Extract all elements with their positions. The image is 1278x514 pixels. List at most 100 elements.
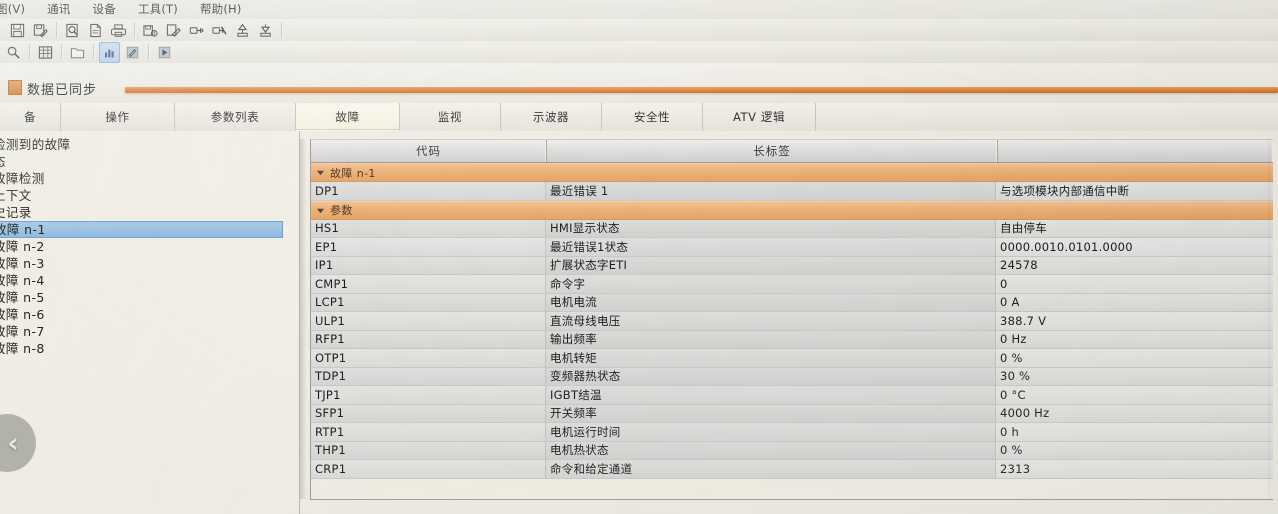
cell-value: 与选项模块内部通信中断 — [996, 182, 1273, 201]
toolbar-separator — [281, 22, 282, 38]
toolbar-primary — [0, 19, 1278, 42]
grid-body: 故障 n-1 DP1 最近错误 1 与选项模块内部通信中断 参数 — [311, 163, 1273, 499]
cell-value: 0 h — [996, 423, 1273, 442]
table-row[interactable]: DP1 最近错误 1 与选项模块内部通信中断 — [311, 182, 1273, 201]
table-row[interactable]: TJP1 IGBT结温 0 °C — [311, 386, 1273, 405]
table-row[interactable]: TDP1 变频器热状态 30 % — [311, 367, 1273, 386]
cell-code: IP1 — [311, 256, 546, 275]
sidebar-item-context[interactable]: 上下文 — [0, 188, 32, 203]
sidebar-item-fault-n4[interactable]: 故障 n-4 — [0, 273, 45, 288]
toolbar-separator — [61, 44, 62, 60]
sidebar-item-fault-n7[interactable]: 故障 n-7 — [0, 324, 45, 339]
cell-value: 0 Hz — [996, 330, 1273, 349]
tab-operation[interactable]: 操作 — [61, 103, 175, 131]
column-header-long-label[interactable]: 长标签 — [547, 140, 998, 162]
table-row[interactable]: CRP1 命令和给定通道 2313 — [311, 460, 1273, 479]
sidebar-item-fault-n2[interactable]: 故障 n-2 — [0, 239, 45, 254]
menu-bar: 图(V) 通讯 设备 工具(T) 帮助(H) — [0, 0, 1278, 19]
cell-value: 自由停车 — [996, 219, 1273, 238]
table-row[interactable]: LCP1 电机电流 0 A — [311, 293, 1273, 312]
cell-long-label: 最近错误 1 — [546, 182, 996, 201]
sync-status-label: 数据已同步 — [27, 83, 98, 98]
cell-long-label: 电机运行时间 — [546, 423, 996, 442]
table-row[interactable]: HS1 HMI显示状态 自由停车 — [311, 219, 1273, 238]
menu-view[interactable]: 图(V) — [0, 2, 26, 16]
tab-parameter-list[interactable]: 参数列表 — [175, 103, 296, 131]
sidebar-item-fault-n1[interactable]: 故障 n-1 — [0, 221, 283, 238]
cell-code: SFP1 — [311, 404, 546, 423]
toolbar-separator — [56, 22, 57, 38]
edit-icon[interactable] — [122, 42, 143, 63]
document-icon[interactable] — [85, 20, 106, 41]
tab-monitor[interactable]: 监视 — [400, 103, 501, 131]
sidebar-item-fault-n3[interactable]: 故障 n-3 — [0, 256, 45, 271]
cell-long-label: 电机电流 — [546, 293, 996, 312]
menu-device[interactable]: 设备 — [92, 2, 116, 16]
cell-long-label: 开关频率 — [546, 404, 996, 423]
store-config-icon[interactable] — [140, 20, 161, 41]
menu-communication[interactable]: 通讯 — [47, 2, 71, 16]
folder-icon[interactable] — [67, 42, 88, 63]
print-icon[interactable] — [108, 20, 129, 41]
tab-safety[interactable]: 安全性 — [602, 103, 703, 131]
table-row[interactable]: IP1 扩展状态字ETI 24578 — [311, 256, 1273, 275]
tab-fault[interactable]: 故障 — [296, 103, 400, 131]
transfer-icon[interactable] — [163, 20, 184, 41]
tab-device[interactable]: 备 — [0, 103, 61, 131]
chart-blue-icon[interactable] — [99, 41, 120, 63]
grid-icon[interactable] — [35, 42, 56, 63]
cell-value: 0 % — [996, 349, 1273, 368]
back-button[interactable]: ‹ — [0, 414, 36, 472]
print-preview-icon[interactable] — [62, 20, 83, 41]
sidebar-item-fault-detection[interactable]: 故障检测 — [0, 171, 45, 186]
cell-code: HS1 — [311, 219, 546, 238]
table-row[interactable]: RTP1 电机运行时间 0 h — [311, 423, 1273, 442]
fault-parameter-grid: 代码 长标签 故障 n-1 DP1 最近错误 1 — [310, 139, 1273, 500]
collapse-triangle-icon[interactable] — [315, 205, 326, 216]
download-icon[interactable] — [255, 20, 276, 41]
save-as-icon[interactable] — [30, 20, 51, 41]
column-header-code[interactable]: 代码 — [311, 140, 547, 162]
toolbar-secondary — [0, 41, 1278, 64]
group-row-parameters[interactable]: 参数 — [311, 200, 1273, 220]
run-icon[interactable] — [154, 42, 175, 63]
column-header-value[interactable] — [998, 140, 1273, 162]
menu-tools[interactable]: 工具(T) — [137, 2, 178, 16]
cell-code: RFP1 — [311, 330, 546, 349]
upload-icon[interactable] — [232, 20, 253, 41]
save-icon[interactable] — [7, 20, 28, 41]
sidebar-item-status[interactable]: 态 — [0, 153, 289, 170]
table-row[interactable]: ULP1 直流母线电压 388.7 V — [311, 312, 1273, 331]
disconnect-icon[interactable] — [209, 20, 230, 41]
zoom-icon[interactable] — [3, 42, 24, 63]
cell-value: 0 °C — [996, 386, 1273, 405]
sidebar-item-fault-n8[interactable]: 故障 n-8 — [0, 341, 45, 356]
tab-atv-logic[interactable]: ATV 逻辑 — [703, 103, 816, 131]
table-row[interactable]: SFP1 开关频率 4000 Hz — [311, 404, 1273, 423]
tab-oscilloscope[interactable]: 示波器 — [501, 103, 602, 131]
collapse-triangle-icon[interactable] — [315, 167, 326, 178]
group-row-fault-n1[interactable]: 故障 n-1 — [311, 163, 1273, 182]
cell-long-label: HMI显示状态 — [546, 219, 996, 238]
sidebar-item-fault-n6[interactable]: 故障 n-6 — [0, 307, 45, 322]
table-row[interactable]: OTP1 电机转矩 0 % — [311, 349, 1273, 368]
sidebar-item-fault-n5[interactable]: 故障 n-5 — [0, 290, 45, 305]
table-row[interactable]: THP1 电机热状态 0 % — [311, 441, 1273, 460]
menu-help[interactable]: 帮助(H) — [199, 2, 242, 16]
fault-tree: 检测到的故障 态 故障检测 上下文 史记录 故障 n-1 故障 n-2 故障 n… — [0, 136, 289, 357]
table-row[interactable]: EP1 最近错误1状态 0000.0010.0101.0000 — [311, 238, 1273, 257]
toolbar-separator — [134, 22, 135, 38]
cell-code: THP1 — [311, 441, 546, 460]
chevron-left-icon: ‹ — [7, 427, 19, 459]
cell-code: EP1 — [311, 238, 546, 257]
cell-long-label: 命令字 — [546, 275, 996, 294]
table-row[interactable]: RFP1 输出频率 0 Hz — [311, 330, 1273, 349]
group-row-label: 参数 — [330, 204, 353, 217]
connect-icon[interactable] — [186, 20, 207, 41]
sidebar-item-history[interactable]: 史记录 — [0, 205, 32, 220]
sidebar-item-detected-faults[interactable]: 检测到的故障 — [0, 137, 71, 152]
table-row[interactable]: CMP1 命令字 0 — [311, 275, 1273, 294]
cell-code: DP1 — [311, 182, 546, 201]
cell-code: RTP1 — [311, 423, 546, 442]
cell-long-label: 变频器热状态 — [546, 367, 996, 386]
